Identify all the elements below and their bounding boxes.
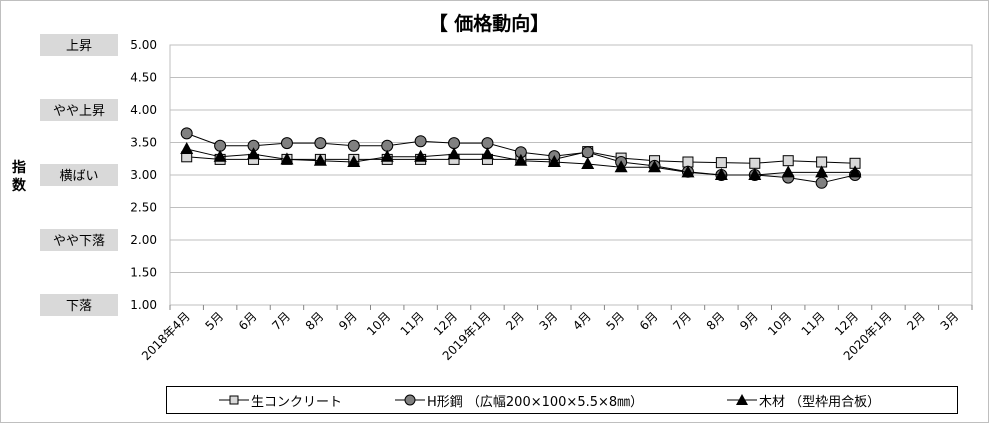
level-label: 横ばい	[59, 169, 98, 184]
data-point	[781, 165, 795, 178]
x-tick-label: 8月	[704, 309, 728, 333]
x-tick-label: 7月	[670, 309, 694, 333]
x-tick-label: 9月	[336, 309, 360, 333]
x-tick-label: 12月	[431, 309, 460, 338]
y-tick-label: 4.50	[130, 71, 157, 85]
x-tick-label: 6月	[236, 309, 260, 333]
data-point	[581, 146, 594, 159]
level-label-box	[40, 294, 118, 316]
data-point	[347, 139, 360, 152]
data-point	[180, 142, 194, 154]
data-point	[648, 160, 662, 173]
x-tick-label: 10月	[765, 309, 794, 338]
data-point	[214, 139, 227, 152]
y-tick-label: 1.00	[130, 298, 157, 312]
level-label-box	[40, 164, 118, 186]
x-tick-label: 11月	[799, 309, 828, 338]
data-point	[547, 155, 561, 167]
legend: 生コンクリート H形鋼 （広幅200×100×5.5×8㎜） 木材 （型枠用合板…	[166, 386, 958, 414]
data-point	[247, 147, 261, 160]
x-tick-label: 10月	[364, 309, 393, 338]
y-tick-label: 2.50	[130, 201, 157, 215]
data-point	[782, 155, 794, 167]
data-point	[448, 137, 461, 150]
level-label: やや下落	[53, 234, 105, 249]
data-point	[213, 149, 227, 162]
data-point	[180, 127, 193, 140]
x-tick-label: 5月	[603, 309, 627, 333]
legend-item-h-beam: H形鋼 （広幅200×100×5.5×8㎜）	[395, 387, 643, 413]
y-axis-label: 指数	[12, 159, 27, 194]
x-tick-label: 2018年4月	[139, 309, 193, 363]
legend-label-h-beam: H形鋼 （広幅200×100×5.5×8㎜）	[427, 394, 644, 410]
y-axis-label-char: 数	[12, 177, 27, 194]
y-tick-label: 2.00	[130, 233, 157, 247]
data-point	[681, 165, 695, 178]
x-tick-label: 12月	[832, 309, 861, 338]
data-point	[581, 156, 595, 169]
data-point	[715, 157, 727, 169]
x-tick-label: 8月	[303, 309, 327, 333]
x-tick-label: 2月	[503, 309, 527, 333]
y-tick-label: 4.00	[130, 103, 157, 117]
x-tick-label: 5月	[202, 309, 226, 333]
x-tick-label: 4月	[570, 309, 594, 333]
level-label: 上昇	[66, 39, 92, 54]
legend-item-concrete: 生コンクリート	[219, 387, 342, 413]
y-tick-label: 3.50	[130, 136, 157, 150]
data-point	[314, 137, 327, 150]
data-point	[481, 137, 494, 150]
legend-label-timber: 木材 （型枠用合板）	[759, 394, 881, 410]
data-point	[714, 168, 728, 180]
x-tick-label: 3月	[938, 309, 962, 333]
data-point	[447, 147, 461, 160]
data-point	[848, 165, 862, 178]
data-point	[815, 176, 828, 189]
y-tick-label: 3.00	[130, 168, 157, 182]
level-label: 下落	[66, 299, 92, 314]
data-point	[280, 152, 294, 165]
x-tick-label: 6月	[637, 309, 661, 333]
level-label-box	[40, 229, 118, 251]
data-point	[749, 157, 761, 169]
data-point	[280, 137, 293, 150]
series-2	[180, 142, 862, 180]
data-point	[480, 147, 494, 160]
data-point	[414, 135, 427, 148]
level-label-box	[40, 34, 118, 56]
data-point	[514, 153, 528, 166]
data-point	[614, 160, 628, 173]
y-tick-label: 1.50	[130, 266, 157, 280]
level-label: やや上昇	[53, 104, 105, 119]
x-tick-label: 2月	[904, 309, 928, 333]
level-label-box	[40, 99, 118, 121]
y-tick-label: 5.00	[130, 38, 157, 52]
legend-item-timber: 木材 （型枠用合板）	[727, 387, 880, 413]
chart-title: 【 価格動向】	[429, 12, 550, 35]
x-tick-label: 7月	[269, 309, 293, 333]
data-point	[313, 153, 327, 166]
y-axis-label-char: 指	[12, 159, 26, 176]
data-point	[347, 155, 361, 167]
x-tick-label: 11月	[398, 309, 427, 338]
data-point	[414, 149, 428, 162]
data-point	[748, 168, 762, 180]
data-point	[380, 149, 394, 162]
data-point	[815, 165, 829, 178]
x-tick-label: 3月	[537, 309, 561, 333]
x-tick-label: 9月	[737, 309, 761, 333]
data-point	[381, 139, 394, 152]
legend-label-concrete: 生コンクリート	[251, 394, 343, 410]
